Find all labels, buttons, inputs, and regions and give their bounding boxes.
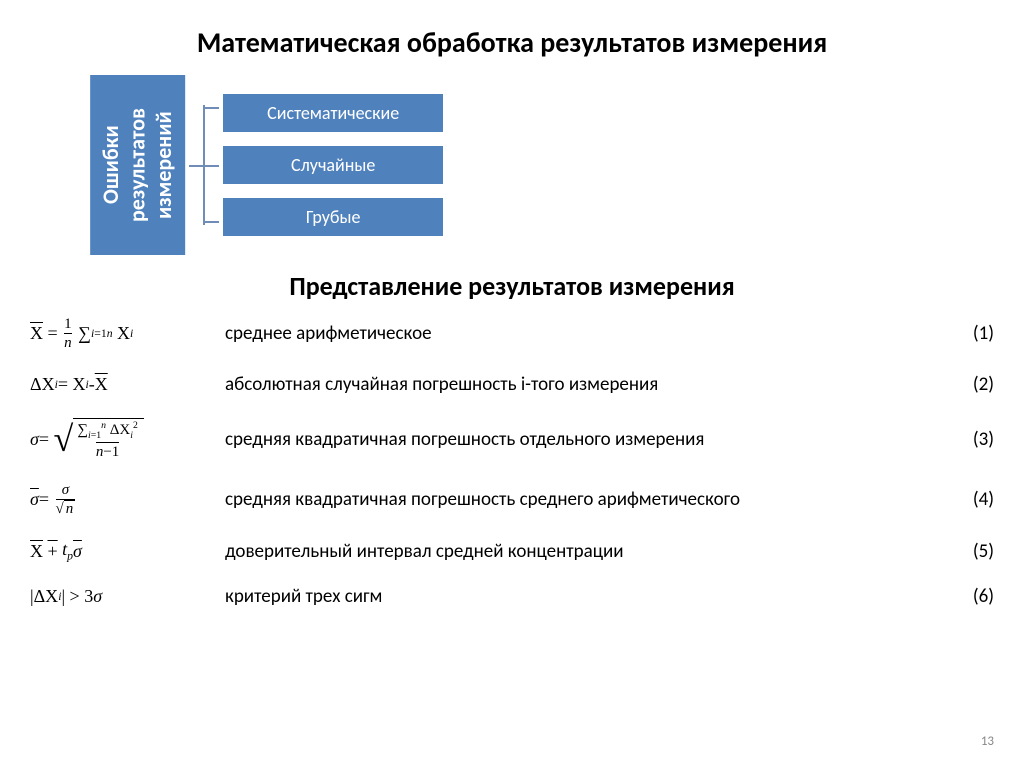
- formula-desc: критерий трех сигм: [210, 585, 954, 608]
- diagram-child-random: Случайные: [223, 146, 443, 184]
- formula-mean: X = 1n ∑i=1n Xi: [30, 316, 210, 351]
- formula-desc: средняя квадратичная погрешность отдельн…: [210, 428, 954, 451]
- page-title: Математическая обработка результатов изм…: [30, 25, 994, 60]
- diagram-bracket: [189, 85, 219, 245]
- diagram-children: Систематические Случайные Грубые: [223, 94, 443, 236]
- section-subtitle: Представление результатов измерения: [30, 270, 994, 302]
- formula-abs-error: ΔXi = Xi - X: [30, 374, 210, 395]
- equation-row: ΔXi = Xi - X абсолютная случайная погреш…: [30, 373, 994, 396]
- formula-number: (2): [954, 373, 994, 396]
- formula-confidence: X + tpσ: [30, 539, 210, 563]
- formula-number: (5): [954, 540, 994, 563]
- error-types-diagram: Ошибки результатов измерений Систематиче…: [90, 75, 994, 255]
- formula-number: (1): [954, 322, 994, 345]
- formula-sigma: σ= √ ∑i=1n ΔXi2 n−1: [30, 418, 210, 460]
- page-number: 13: [981, 734, 994, 749]
- equation-row: σ= σ √n средняя квадратичная погрешность…: [30, 482, 994, 517]
- formula-desc: среднее арифметическое: [210, 322, 954, 345]
- equation-row: X = 1n ∑i=1n Xi среднее арифметическое (…: [30, 316, 994, 351]
- diagram-child-gross: Грубые: [223, 198, 443, 236]
- diagram-root: Ошибки результатов измерений: [90, 75, 185, 255]
- equation-row: |ΔXi| > 3σ критерий трех сигм (6): [30, 585, 994, 608]
- formula-number: (3): [954, 428, 994, 451]
- diagram-child-systematic: Систематические: [223, 94, 443, 132]
- equation-row: σ= √ ∑i=1n ΔXi2 n−1 средняя квадратичная…: [30, 418, 994, 460]
- equation-row: X + tpσ доверительный интервал средней к…: [30, 539, 994, 563]
- formula-desc: доверительный интервал средней концентра…: [210, 540, 954, 563]
- formula-desc: средняя квадратичная погрешность среднег…: [210, 488, 954, 511]
- formula-three-sigma: |ΔXi| > 3σ: [30, 586, 210, 607]
- formula-desc: абсолютная случайная погрешность i-того …: [210, 373, 954, 396]
- formula-number: (4): [954, 488, 994, 511]
- formula-number: (6): [954, 585, 994, 608]
- formula-sigma-mean: σ= σ √n: [30, 482, 210, 517]
